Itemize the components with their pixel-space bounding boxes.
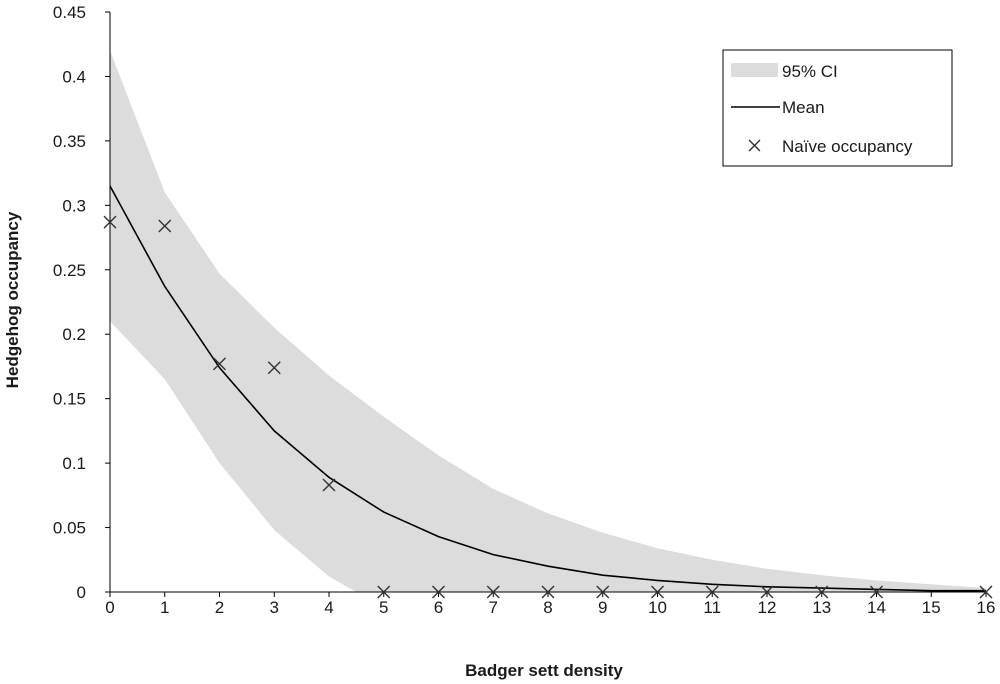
naive-occupancy-point — [705, 585, 719, 599]
naive-occupancy-point — [815, 585, 829, 599]
y-tick-label: 0.4 — [62, 67, 86, 86]
naive-occupancy-point — [103, 215, 117, 229]
legend-swatch-ci — [731, 63, 778, 77]
x-tick-label: 1 — [160, 598, 169, 617]
x-tick-label: 13 — [812, 598, 831, 617]
y-tick-label: 0.3 — [62, 196, 86, 215]
x-tick-label: 7 — [489, 598, 498, 617]
naive-occupancy-point — [267, 361, 281, 375]
naive-occupancy-point — [870, 585, 883, 599]
x-tick-label: 8 — [543, 598, 552, 617]
y-tick-label: 0.15 — [53, 390, 86, 409]
legend-label-mean: Mean — [782, 98, 825, 117]
y-axis-title: Hedgehog occupancy — [3, 211, 22, 388]
x-tick-label: 6 — [434, 598, 443, 617]
naive-occupancy-point — [760, 585, 774, 599]
ci-band — [110, 50, 986, 592]
legend: 95% CI Mean Naïve occupancy — [722, 49, 953, 167]
naive-occupancy-point — [213, 357, 226, 371]
x-tick-label: 16 — [977, 598, 996, 617]
naive-occupancy-point — [377, 585, 391, 599]
x-tick-label: 15 — [922, 598, 941, 617]
naive-occupancy-point — [486, 585, 500, 599]
y-tick-label: 0.2 — [62, 325, 86, 344]
naive-occupancy-point — [432, 585, 445, 599]
naive-occupancy-point — [541, 585, 555, 599]
x-tick-label: 5 — [379, 598, 388, 617]
x-tick-label: 12 — [758, 598, 777, 617]
legend-swatch-marker — [748, 139, 761, 152]
x-tick-label: 3 — [270, 598, 279, 617]
y-tick-label: 0 — [77, 583, 86, 602]
x-tick-label: 14 — [867, 598, 886, 617]
y-tick-label: 0.45 — [53, 3, 86, 22]
y-tick-label: 0.1 — [62, 454, 86, 473]
x-axis-title: Badger sett density — [465, 661, 623, 680]
y-tick-label: 0.25 — [53, 261, 86, 280]
naive-occupancy-point — [651, 585, 664, 599]
x-tick-label: 10 — [648, 598, 667, 617]
legend-label-naive: Naïve occupancy — [782, 137, 913, 156]
x-tick-label: 11 — [703, 598, 721, 617]
ci-band-layer — [110, 50, 986, 592]
y-tick-label: 0.35 — [53, 132, 86, 151]
naive-occupancy-point — [979, 585, 993, 599]
naive-occupancy-markers — [103, 215, 993, 599]
x-tick-label: 9 — [598, 598, 607, 617]
mean-line-layer — [109, 185, 986, 592]
tick-labels: 00.050.10.150.20.250.30.350.40.450 1 2 3 4 5 6… — [53, 3, 996, 617]
x-tick-label: 0 — [105, 598, 114, 617]
naive-occupancy-point — [596, 585, 610, 599]
x-tick-label: 4 — [324, 598, 333, 617]
naive-occupancy-point — [158, 219, 172, 233]
legend-label-ci: 95% CI — [782, 62, 838, 81]
x-tick-label: 2 — [215, 598, 224, 617]
y-tick-label: 0.05 — [53, 519, 86, 538]
naive-occupancy-point — [322, 478, 336, 492]
mean-line — [109, 185, 986, 592]
